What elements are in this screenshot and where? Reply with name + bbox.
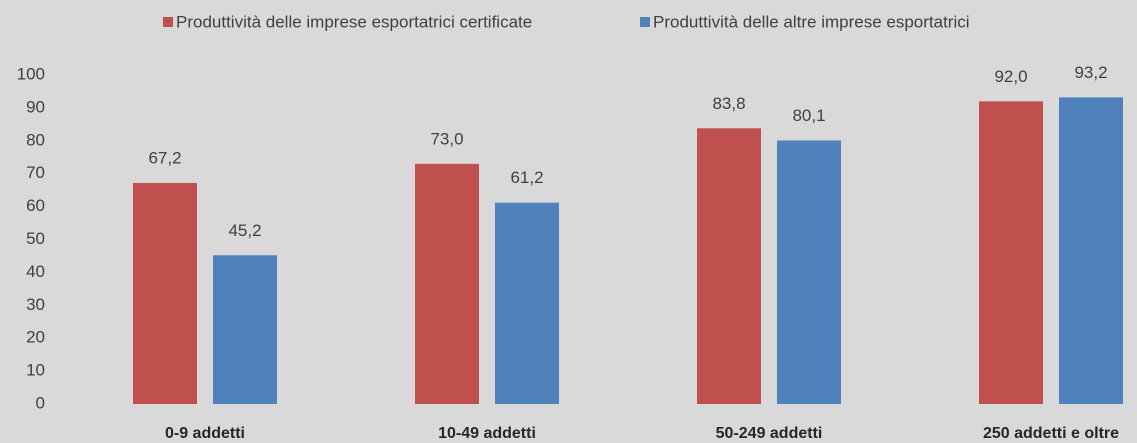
bar bbox=[213, 255, 277, 404]
x-tick-label: 50-249 addetti bbox=[716, 425, 823, 442]
y-tick-label: 30 bbox=[26, 295, 45, 314]
value-label: 80,1 bbox=[792, 106, 825, 125]
y-tick-label: 100 bbox=[17, 64, 45, 83]
y-tick-label: 60 bbox=[26, 196, 45, 215]
y-tick-label: 0 bbox=[36, 393, 45, 412]
legend-label: Produttività delle imprese esportatrici … bbox=[176, 12, 532, 31]
y-tick-label: 80 bbox=[26, 130, 45, 149]
x-tick-label: 10-49 addetti bbox=[438, 425, 536, 442]
legend-swatch bbox=[163, 17, 173, 27]
bar bbox=[697, 128, 761, 404]
value-label: 93,2 bbox=[1074, 63, 1107, 82]
value-label: 45,2 bbox=[228, 221, 261, 240]
value-label: 61,2 bbox=[510, 168, 543, 187]
bar bbox=[777, 140, 841, 404]
y-tick-label: 50 bbox=[26, 229, 45, 248]
bar bbox=[979, 101, 1043, 404]
bar bbox=[415, 163, 479, 404]
y-tick-label: 70 bbox=[26, 163, 45, 182]
bar bbox=[495, 202, 559, 404]
value-label: 92,0 bbox=[994, 67, 1027, 86]
value-label: 83,8 bbox=[712, 94, 745, 113]
bar bbox=[133, 182, 197, 404]
bar bbox=[1059, 97, 1123, 404]
x-tick-label: 250 addetti e oltre bbox=[983, 425, 1119, 442]
legend-swatch bbox=[640, 17, 650, 27]
y-tick-label: 90 bbox=[26, 97, 45, 116]
y-tick-label: 10 bbox=[26, 361, 45, 380]
value-label: 73,0 bbox=[430, 129, 463, 148]
y-tick-label: 40 bbox=[26, 262, 45, 281]
y-tick-label: 20 bbox=[26, 328, 45, 347]
x-tick-label: 0-9 addetti bbox=[165, 425, 245, 442]
legend-label: Produttività delle altre imprese esporta… bbox=[653, 12, 970, 31]
value-label: 67,2 bbox=[148, 148, 181, 167]
